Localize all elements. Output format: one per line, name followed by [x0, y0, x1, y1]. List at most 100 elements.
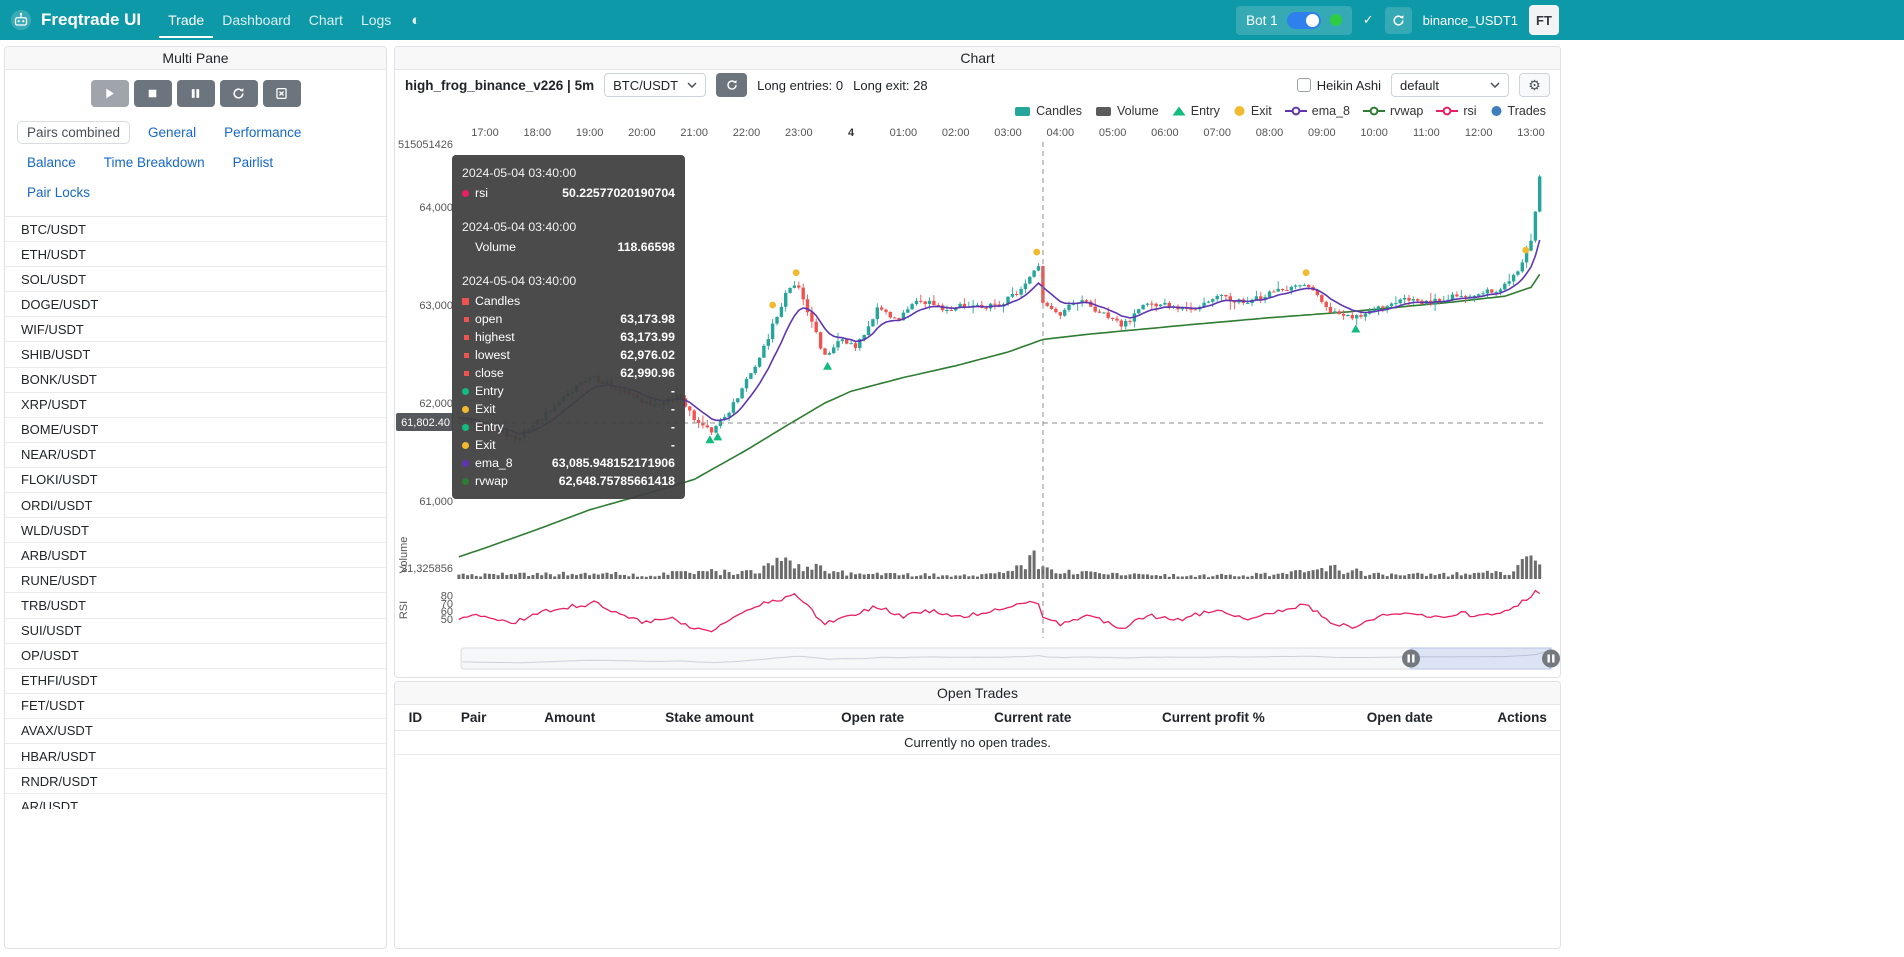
bot-ok-check-icon: ✓ — [1363, 12, 1374, 28]
pair-row-trb-usdt[interactable]: TRB/USDT — [5, 593, 386, 618]
column-header-stake-amount: Stake amount — [628, 705, 791, 731]
tab-time-breakdown[interactable]: Time Breakdown — [94, 151, 215, 174]
pair-row-doge-usdt[interactable]: DOGE/USDT — [5, 292, 386, 317]
reload-config-button[interactable] — [220, 80, 258, 107]
legend-label: Candles — [1036, 104, 1082, 118]
open-trades-table: IDPairAmountStake amountOpen rateCurrent… — [395, 705, 1560, 755]
pair-row-sui-usdt[interactable]: SUI/USDT — [5, 619, 386, 644]
legend-item-trades[interactable]: Trades — [1490, 104, 1546, 118]
legend-item-rsi[interactable]: rsi — [1436, 104, 1476, 118]
cancel-open-orders-button[interactable] — [263, 80, 301, 107]
pair-select[interactable]: BTC/USDT — [604, 73, 706, 97]
pair-row-rune-usdt[interactable]: RUNE/USDT — [5, 568, 386, 593]
heikin-ashi-option[interactable]: Heikin Ashi — [1297, 78, 1381, 93]
price-chart-svg[interactable]: 17:0018:0019:0020:0021:0022:0023:00401:0… — [395, 122, 1560, 677]
legend-label: Trades — [1508, 104, 1546, 118]
tab-general[interactable]: General — [138, 121, 206, 144]
pair-row-ethfi-usdt[interactable]: ETHFI/USDT — [5, 669, 386, 694]
svg-text:05:00: 05:00 — [1099, 127, 1127, 139]
pair-row-ordi-usdt[interactable]: ORDI/USDT — [5, 493, 386, 518]
svg-text:RSI: RSI — [398, 601, 410, 619]
pair-row-wif-usdt[interactable]: WIF/USDT — [5, 317, 386, 342]
entry-legend-marker-icon — [1172, 105, 1186, 117]
tab-performance[interactable]: Performance — [214, 121, 311, 144]
svg-text:10:00: 10:00 — [1360, 127, 1388, 139]
pair-row-bome-usdt[interactable]: BOME/USDT — [5, 418, 386, 443]
trades-legend-marker-icon — [1490, 105, 1503, 117]
svg-text:23:00: 23:00 — [785, 127, 813, 139]
heikin-ashi-checkbox[interactable] — [1297, 78, 1311, 92]
tab-pairlist[interactable]: Pairlist — [223, 151, 284, 174]
pair-row-arb-usdt[interactable]: ARB/USDT — [5, 543, 386, 568]
theme-toggle-icon[interactable]: ◐ — [402, 12, 429, 29]
pair-row-ar-usdt[interactable]: AR/USDT — [5, 794, 386, 809]
bot-enable-toggle[interactable] — [1287, 12, 1321, 29]
pair-row-wld-usdt[interactable]: WLD/USDT — [5, 518, 386, 543]
column-header-amount: Amount — [511, 705, 628, 731]
filex-icon — [275, 87, 288, 100]
pair-row-floki-usdt[interactable]: FLOKI/USDT — [5, 468, 386, 493]
plot-settings-button[interactable]: ⚙ — [1519, 73, 1550, 97]
pair-row-shib-usdt[interactable]: SHIB/USDT — [5, 342, 386, 367]
legend-item-rvwap[interactable]: rvwap — [1363, 104, 1423, 118]
svg-text:04:00: 04:00 — [1047, 127, 1075, 139]
tab-balance[interactable]: Balance — [17, 151, 86, 174]
pair-row-xrp-usdt[interactable]: XRP/USDT — [5, 393, 386, 418]
pair-row-rndr-usdt[interactable]: RNDR/USDT — [5, 769, 386, 794]
pair-row-sol-usdt[interactable]: SOL/USDT — [5, 267, 386, 292]
svg-text:22:00: 22:00 — [733, 127, 761, 139]
volume-legend-marker-icon — [1095, 105, 1112, 117]
open-trades-panel: Open Trades IDPairAmountStake amountOpen… — [394, 681, 1561, 949]
tab-pair-locks[interactable]: Pair Locks — [17, 181, 100, 204]
svg-text:515051426: 515051426 — [398, 139, 453, 151]
nav-link-trade[interactable]: Trade — [159, 2, 213, 38]
refresh-chart-button[interactable] — [716, 73, 747, 97]
plot-config-select[interactable]: default — [1391, 73, 1509, 97]
legend-item-volume[interactable]: Volume — [1095, 104, 1159, 118]
svg-text:61,000: 61,000 — [419, 496, 453, 508]
column-header-actions: Actions — [1484, 705, 1560, 731]
svg-text:02:00: 02:00 — [942, 127, 970, 139]
svg-text:20:00: 20:00 — [628, 127, 656, 139]
start-bot-button[interactable] — [91, 80, 129, 107]
user-avatar[interactable]: FT — [1529, 5, 1559, 35]
nav-link-logs[interactable]: Logs — [352, 2, 400, 38]
play-icon — [103, 87, 116, 100]
column-header-current-rate: Current rate — [954, 705, 1111, 731]
top-navbar: Freqtrade UI TradeDashboardChartLogs ◐ B… — [0, 0, 1904, 40]
pair-row-hbar-usdt[interactable]: HBAR/USDT — [5, 744, 386, 769]
tab-pairs-combined[interactable]: Pairs combined — [17, 121, 130, 144]
toggle-knob — [1306, 14, 1319, 27]
bot-name-label: Bot 1 — [1246, 13, 1278, 28]
legend-item-exit[interactable]: Exit — [1233, 104, 1272, 118]
pair-row-avax-usdt[interactable]: AVAX/USDT — [5, 719, 386, 744]
pair-row-bonk-usdt[interactable]: BONK/USDT — [5, 368, 386, 393]
app-title: Freqtrade UI — [41, 10, 141, 30]
legend-item-ema-8[interactable]: ema_8 — [1285, 104, 1350, 118]
multi-pane-header: Multi Pane — [5, 47, 386, 70]
legend-item-entry[interactable]: Entry — [1172, 104, 1220, 118]
bot-selector[interactable]: Bot 1 — [1236, 6, 1352, 35]
open-trades-header: Open Trades — [395, 682, 1560, 705]
column-header-open-date: Open date — [1315, 705, 1484, 731]
pause-bot-button[interactable] — [177, 80, 215, 107]
pair-row-btc-usdt[interactable]: BTC/USDT — [5, 217, 386, 242]
pair-row-op-usdt[interactable]: OP/USDT — [5, 644, 386, 669]
column-header-current-profit: Current profit % — [1111, 705, 1315, 731]
pair-row-eth-usdt[interactable]: ETH/USDT — [5, 242, 386, 267]
heikin-ashi-label: Heikin Ashi — [1317, 78, 1381, 93]
stop-bot-button[interactable] — [134, 80, 172, 107]
legend-label: Volume — [1117, 104, 1159, 118]
reload-icon — [1392, 14, 1405, 27]
reload-bot-button[interactable] — [1385, 7, 1412, 34]
svg-text:64,000: 64,000 — [419, 202, 453, 214]
legend-item-candles[interactable]: Candles — [1014, 104, 1082, 118]
nav-link-chart[interactable]: Chart — [300, 2, 352, 38]
column-header-pair: Pair — [436, 705, 512, 731]
pair-row-near-usdt[interactable]: NEAR/USDT — [5, 443, 386, 468]
nav-link-dashboard[interactable]: Dashboard — [213, 2, 300, 38]
bot-control-buttons — [5, 70, 386, 115]
legend-label: rsi — [1463, 104, 1476, 118]
pair-row-fet-usdt[interactable]: FET/USDT — [5, 694, 386, 719]
svg-text:09:00: 09:00 — [1308, 127, 1336, 139]
